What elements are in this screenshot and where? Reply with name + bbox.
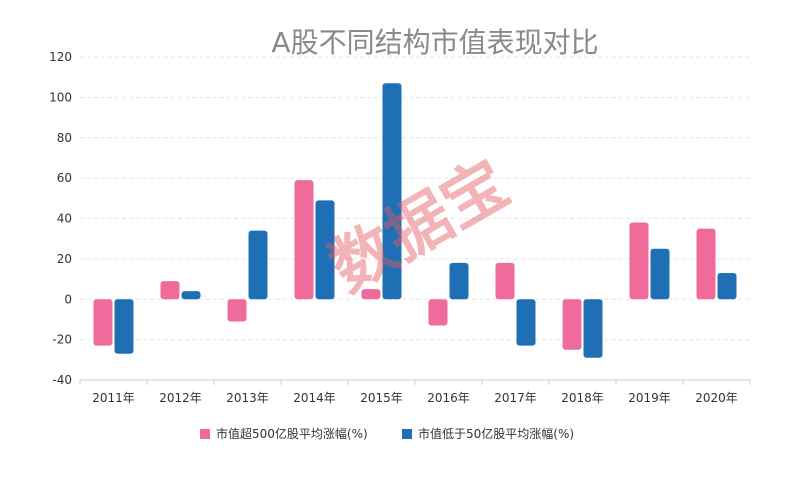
bar-series-2-2020年 xyxy=(717,273,737,300)
x-tick-label: 2019年 xyxy=(628,391,671,405)
x-tick-label: 2016年 xyxy=(427,391,470,405)
y-tick-label: 40 xyxy=(57,212,72,226)
bar-series-2-2014年 xyxy=(315,200,335,300)
y-tick-label: 120 xyxy=(49,50,72,64)
bar-series-1-2017年 xyxy=(495,262,515,300)
y-tick-label: 0 xyxy=(64,292,72,306)
x-tick-label: 2017年 xyxy=(494,391,537,405)
bar-series-2-2013年 xyxy=(248,230,268,300)
y-tick-label: 20 xyxy=(57,252,72,266)
bars xyxy=(93,83,737,358)
y-tick-label: 60 xyxy=(57,171,72,185)
bar-series-2-2019年 xyxy=(650,248,670,300)
y-tick-label: 100 xyxy=(49,90,72,104)
x-tick-label: 2013年 xyxy=(226,391,269,405)
bar-series-2-2012年 xyxy=(181,291,201,300)
bar-series-1-2019年 xyxy=(629,222,649,300)
x-axis-ticks: 2011年 2012年 2013年 2014年 2015年 2016年 2017年 2018年… xyxy=(79,380,751,405)
bar-series-1-2013年 xyxy=(227,299,247,322)
watermark: 数据宝 xyxy=(318,147,521,307)
bar-series-1-2016年 xyxy=(428,299,448,326)
x-tick-label: 2018年 xyxy=(561,391,604,405)
bar-series-1-2014年 xyxy=(294,180,314,300)
bar-series-1-2011年 xyxy=(93,299,113,346)
bar-series-1-2018年 xyxy=(562,299,582,350)
bar-series-2-2015年 xyxy=(382,83,402,300)
bar-series-1-2015年 xyxy=(361,289,381,300)
x-tick-label: 2015年 xyxy=(360,391,403,405)
legend-swatch-series-2 xyxy=(402,429,412,439)
bar-series-2-2018年 xyxy=(583,299,603,358)
y-tick-label: -40 xyxy=(52,373,72,387)
bar-series-2-2011年 xyxy=(114,299,134,354)
bar-series-1-2012年 xyxy=(160,281,180,300)
x-tick-label: 2020年 xyxy=(695,391,738,405)
y-tick-label: -20 xyxy=(52,333,72,347)
x-tick-label: 2014年 xyxy=(293,391,336,405)
x-tick-label: 2011年 xyxy=(92,391,135,405)
y-axis-ticks: -40 -20 0 20 40 60 80 100 120 xyxy=(49,50,72,387)
y-tick-label: 80 xyxy=(57,131,72,145)
bar-series-2-2017年 xyxy=(516,299,536,346)
legend: 市值超500亿股平均涨幅(%) 市值低于50亿股平均涨幅(%) xyxy=(200,426,574,441)
x-tick-label: 2012年 xyxy=(159,391,202,405)
chart-title: A股不同结构市值表现对比 xyxy=(271,26,598,59)
legend-label-series-1: 市值超500亿股平均涨幅(%) xyxy=(216,426,368,441)
bar-series-2-2016年 xyxy=(449,262,469,300)
legend-label-series-2: 市值低于50亿股平均涨幅(%) xyxy=(418,426,574,441)
bar-series-1-2020年 xyxy=(696,228,716,300)
legend-swatch-series-1 xyxy=(200,429,210,439)
